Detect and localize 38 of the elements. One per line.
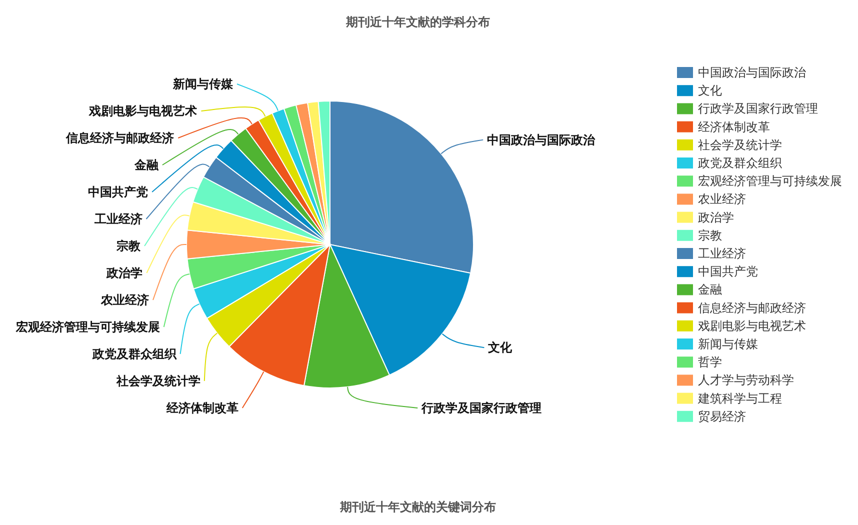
- slice-label: 宏观经济管理与可持续发展: [14, 320, 160, 334]
- slice-label: 政党及群众组织: [91, 347, 178, 361]
- legend-label: 经济体制改革: [698, 120, 770, 134]
- slice-label: 中国共产党: [88, 185, 148, 199]
- legend-label: 政治学: [698, 210, 734, 224]
- slice-label: 戏剧电影与电视艺术: [88, 104, 198, 118]
- slice-label: 行政学及国家行政管理: [420, 401, 542, 415]
- legend-label: 金融: [698, 282, 722, 297]
- chart-title: 期刊近十年文献的学科分布: [345, 15, 490, 29]
- legend-label: 新闻与传媒: [698, 337, 758, 351]
- slice-label: 中国政治与国际政治: [487, 132, 596, 147]
- slice-label: 文化: [487, 340, 514, 355]
- legend-label: 工业经济: [698, 246, 746, 260]
- slice-label: 政治学: [106, 266, 143, 280]
- legend-label: 宏观经济管理与可持续发展: [698, 174, 842, 188]
- slice-label: 宗教: [116, 239, 142, 253]
- slice-label: 经济体制改革: [165, 401, 238, 415]
- legend-label: 信息经济与邮政经济: [698, 300, 806, 315]
- slice-label: 信息经济与邮政经济: [65, 131, 174, 145]
- slice-label: 新闻与传媒: [172, 77, 234, 91]
- text: 期刊近十年文献的关键词分布: [339, 500, 496, 514]
- legend-label: 建筑科学与工程: [697, 391, 782, 406]
- legend-label: 宗教: [698, 228, 722, 242]
- slice-label: 农业经济: [100, 293, 149, 307]
- slice-label: 工业经济: [93, 212, 142, 226]
- slice-label: 社会学及统计学: [115, 374, 200, 388]
- legend-label: 社会学及统计学: [698, 138, 782, 152]
- legend-label: 中国共产党: [698, 264, 758, 279]
- legend-label: 农业经济: [698, 192, 746, 206]
- legend-label: 政党及群众组织: [698, 156, 782, 170]
- legend-label: 贸易经济: [698, 409, 746, 424]
- legend-label: 行政学及国家行政管理: [698, 102, 818, 116]
- legend-label: 中国政治与国际政治: [698, 66, 806, 80]
- slice-label: 金融: [133, 158, 160, 172]
- legend-label: 文化: [698, 84, 722, 98]
- legend-label: 人才学与劳动科学: [698, 373, 794, 388]
- legend-label: 戏剧电影与电视艺术: [698, 318, 806, 333]
- legend-label: 哲学: [698, 355, 722, 370]
